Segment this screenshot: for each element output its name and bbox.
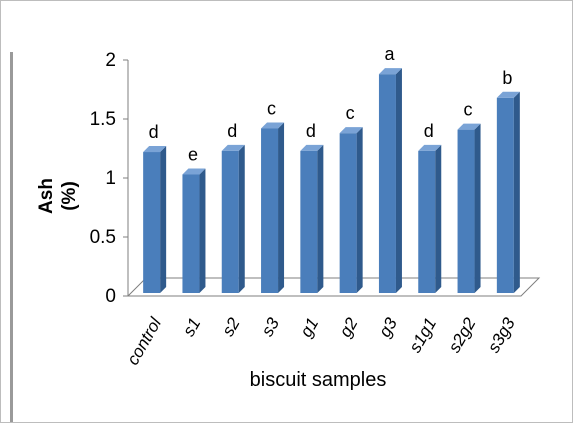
y-axis-title-line1: Ash (36, 178, 57, 214)
bar-top (339, 127, 363, 134)
bar-side (395, 68, 402, 293)
data-label: c (464, 100, 473, 120)
bar-side (513, 91, 520, 293)
x-tick-label: s3 (258, 314, 284, 340)
bar (300, 144, 324, 293)
bar (457, 123, 481, 294)
bars (143, 68, 520, 294)
x-tick-label: s2 (218, 314, 244, 340)
y-tick-label: 0 (105, 286, 116, 307)
bar-top (378, 68, 402, 75)
data-labels: d e d c d c a d c b (149, 44, 513, 164)
bar (143, 146, 167, 293)
bar (418, 144, 442, 293)
bar (496, 91, 520, 293)
x-tick-label: control (123, 313, 166, 368)
x-tick-labels: control s1 s2 s3 g1 g2 g3 s1g1 s2g2 s3g3 (123, 313, 519, 368)
x-tick-label: s1g1 (405, 315, 440, 356)
bar-top (418, 144, 442, 151)
bar-front (300, 150, 318, 293)
bar-top (457, 123, 481, 130)
bar-front (261, 128, 279, 293)
y-axis-title-line2: (%) (59, 181, 80, 211)
x-tick-label: g2 (336, 314, 362, 340)
bar-side (474, 123, 481, 294)
bar-top (221, 144, 245, 151)
bar-top (261, 122, 285, 129)
bar-front (378, 74, 396, 293)
x-tick-label: s1 (179, 315, 204, 340)
data-label: e (188, 144, 198, 164)
bar-front (339, 133, 357, 293)
bar-side (238, 144, 245, 293)
bar-side (160, 146, 167, 293)
bar-front (221, 150, 239, 293)
frame-left-bar (10, 52, 13, 422)
data-label: d (306, 121, 316, 141)
data-label: b (502, 68, 512, 88)
x-tick-label: s2g2 (445, 314, 480, 356)
bar (339, 127, 363, 293)
bar-top (143, 146, 167, 153)
bar-front (496, 97, 514, 293)
bar-front (182, 174, 200, 293)
bar-side (199, 168, 206, 293)
bar-top (496, 91, 520, 98)
x-tick-label: g3 (375, 314, 401, 340)
bar (221, 144, 245, 293)
data-label: d (227, 121, 237, 141)
bar (182, 168, 206, 293)
y-tick-label: 1.5 (90, 109, 116, 130)
y-tick-label: 1 (105, 168, 116, 189)
x-tick-label: s3g3 (484, 314, 519, 356)
bar (378, 68, 402, 293)
bar-side (278, 122, 285, 293)
axes (123, 59, 129, 297)
x-tick-label: g1 (296, 315, 322, 341)
data-label: d (424, 121, 434, 141)
y-tick-label: 2 (105, 50, 116, 71)
bar-top (182, 168, 206, 175)
bar-front (143, 152, 161, 293)
bar (261, 122, 285, 293)
data-label: c (267, 98, 276, 118)
y-tick-labels: 0 0.5 1 1.5 2 (90, 50, 116, 307)
bar-front (418, 150, 436, 293)
bar-top (300, 144, 324, 151)
bar-side (435, 144, 442, 293)
y-tick-label: 0.5 (90, 227, 116, 248)
x-axis-title: biscuit samples (250, 369, 387, 391)
data-label: a (384, 44, 395, 64)
data-label: c (346, 103, 355, 123)
data-label: d (149, 122, 159, 142)
bar-side (356, 127, 363, 293)
bar-front (457, 129, 475, 293)
bar-side (317, 144, 324, 293)
